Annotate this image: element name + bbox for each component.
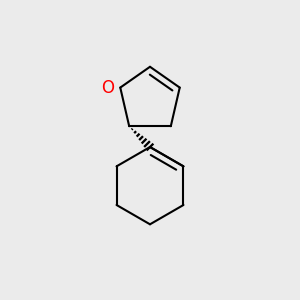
Text: O: O [101, 79, 114, 97]
